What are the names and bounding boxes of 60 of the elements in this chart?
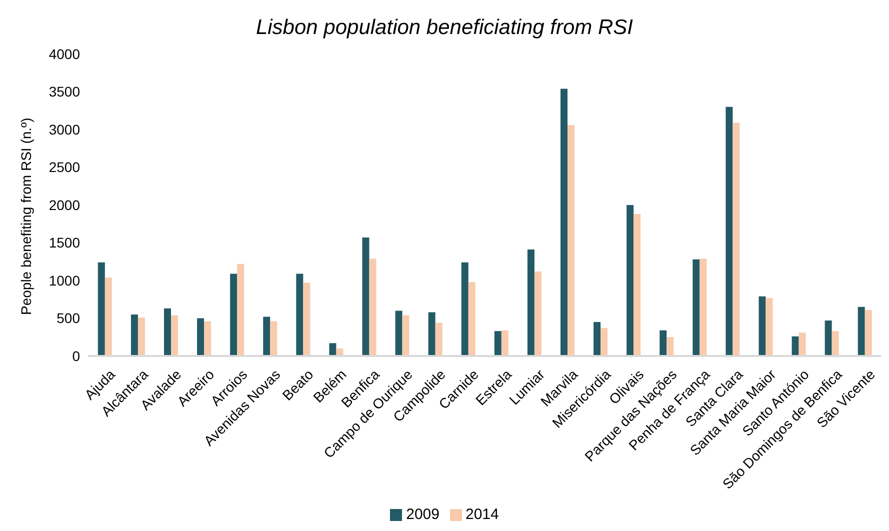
bar [626,205,634,356]
bar [534,271,542,356]
y-tick-label: 4000 [48,46,80,62]
bar [758,296,766,356]
bar [832,331,839,356]
bar [263,316,270,356]
bar [594,322,601,356]
bar [237,264,244,356]
bar [732,122,740,356]
bar [130,314,138,356]
legend-label: 2009 [406,506,440,523]
y-axis-title: People benefiting from RSI (n.º) [18,118,34,315]
bar [204,321,212,356]
chart-title: Lisbon population beneficiating from RSI [256,16,634,39]
bar [296,274,304,356]
y-tick-label: 1000 [48,272,80,288]
bar [567,124,574,356]
bar [138,317,145,356]
legend-label: 2014 [466,506,499,523]
bar [303,282,310,356]
bar [798,332,806,356]
bar [435,322,442,356]
bar [600,328,608,356]
y-tick-label: 2500 [48,159,80,176]
bar [792,336,799,356]
bar [329,343,336,356]
bar [369,258,376,356]
bar [726,106,733,356]
bar [494,331,502,356]
y-tick-label: 3000 [48,121,80,138]
bar [461,262,468,356]
y-tick-label: 500 [56,310,80,326]
bar [468,282,476,356]
bar [402,315,410,356]
bar [692,259,700,356]
bar [824,320,832,356]
bar [858,306,865,356]
bar [170,315,178,356]
bar [766,298,773,356]
bar [98,262,105,356]
bar [634,214,641,356]
bar [270,321,278,356]
bar [560,88,568,356]
bar [660,330,667,356]
bar [700,258,707,356]
bar [230,274,238,356]
bar [428,312,436,356]
y-tick-label: 1500 [48,234,80,251]
bar [197,318,204,356]
bar [666,337,674,356]
bar [864,310,872,356]
bar [527,250,534,356]
bar [501,330,508,356]
bar [164,308,171,356]
y-tick-label: 2000 [48,196,80,213]
bar [395,310,402,356]
bar [104,277,112,356]
bar [362,237,370,356]
y-tick-label: 3500 [48,84,80,100]
y-tick-label: 0 [72,348,80,364]
